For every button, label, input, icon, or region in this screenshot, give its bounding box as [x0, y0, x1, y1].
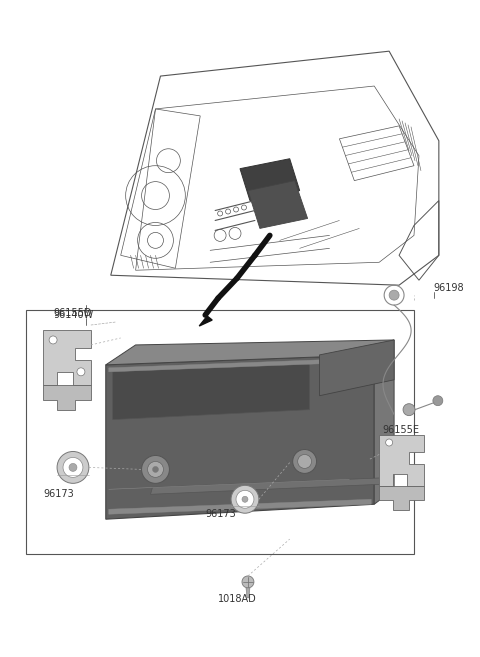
Circle shape — [142, 455, 169, 484]
Circle shape — [69, 463, 77, 471]
Circle shape — [49, 336, 57, 344]
Polygon shape — [246, 588, 250, 598]
Text: 1018AD: 1018AD — [218, 594, 257, 604]
Circle shape — [63, 457, 83, 478]
Circle shape — [57, 451, 89, 484]
Circle shape — [77, 368, 85, 376]
Circle shape — [298, 455, 312, 468]
Circle shape — [242, 496, 248, 502]
Circle shape — [389, 290, 399, 300]
Bar — [26, 310, 414, 554]
Polygon shape — [109, 499, 371, 514]
Polygon shape — [113, 362, 310, 420]
Polygon shape — [240, 159, 300, 200]
Polygon shape — [379, 486, 424, 510]
Polygon shape — [320, 340, 394, 396]
Circle shape — [293, 449, 316, 474]
Text: 96155E: 96155E — [382, 424, 419, 434]
Circle shape — [242, 576, 254, 588]
Circle shape — [147, 461, 164, 478]
Polygon shape — [374, 340, 394, 505]
Polygon shape — [106, 355, 374, 519]
Circle shape — [153, 466, 158, 472]
Circle shape — [433, 396, 443, 405]
Text: 96173: 96173 — [205, 509, 236, 519]
Text: 96173: 96173 — [43, 489, 74, 499]
Polygon shape — [106, 340, 394, 365]
Polygon shape — [379, 434, 424, 486]
Circle shape — [385, 439, 393, 446]
Text: 96155D: 96155D — [53, 308, 92, 318]
Text: 96198: 96198 — [434, 283, 465, 293]
Circle shape — [231, 486, 259, 513]
Polygon shape — [43, 330, 91, 385]
Circle shape — [403, 403, 415, 416]
Polygon shape — [199, 316, 212, 326]
Polygon shape — [43, 385, 91, 410]
Circle shape — [236, 490, 254, 509]
Polygon shape — [151, 478, 394, 494]
Polygon shape — [109, 358, 371, 372]
Text: 96140W: 96140W — [53, 310, 93, 320]
Polygon shape — [248, 181, 308, 229]
